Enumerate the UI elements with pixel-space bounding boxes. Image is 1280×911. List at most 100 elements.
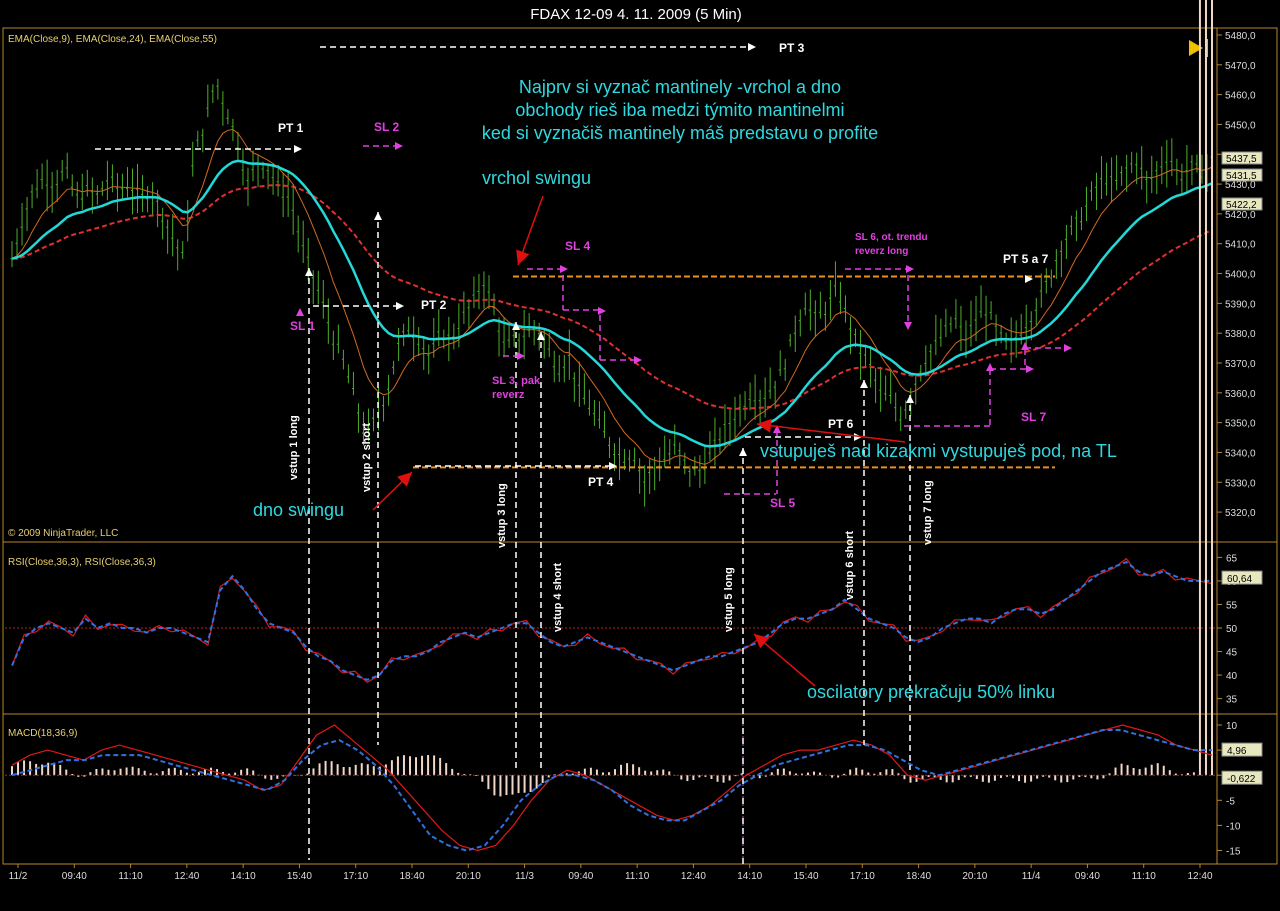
price-tick-label: 5420,0 <box>1225 210 1256 221</box>
sl5-label: SL 5 <box>770 496 795 510</box>
sl7-label: SL 7 <box>1021 410 1046 424</box>
price-tick-label: 5470,0 <box>1225 61 1256 72</box>
price-plot: 5320,0 5330,0 5340,0 5350,0 5360,0 5370,0 5380… <box>10 31 1263 519</box>
sl7-arrow <box>986 363 994 371</box>
pt4-arrow <box>609 462 617 470</box>
macd-last-value-box <box>1221 742 1263 757</box>
price-last-value: 5431,5 <box>1226 171 1257 182</box>
time-tick-label: 11:10 <box>625 871 650 882</box>
price-last-value: 5422,2 <box>1226 200 1257 211</box>
price-tick-label: 5480,0 <box>1225 31 1256 42</box>
pt2-label: PT 2 <box>421 298 447 312</box>
price-tick-label: 5460,0 <box>1225 91 1256 102</box>
price-last-value: 5437,5 <box>1226 154 1257 165</box>
time-tick-label: 11:10 <box>118 871 143 882</box>
sl4-arrow <box>560 265 568 273</box>
trade-annotations: vstup 1 long vstup 2 short vstup 3 long vst… <box>95 41 1072 865</box>
pt57-arrow <box>1025 275 1033 283</box>
rsi-tick-label: 45 <box>1226 648 1238 659</box>
macd-tick-label: -15 <box>1226 846 1241 857</box>
price-tick-label: 5350,0 <box>1225 419 1256 430</box>
pt2-arrow <box>396 302 404 310</box>
rsi-tick-label: 65 <box>1226 553 1238 564</box>
entry-arrow <box>374 212 382 220</box>
rsi-tick-label: 40 <box>1226 671 1238 682</box>
sl4-arrow-3 <box>634 356 642 364</box>
macd-plot: -15-10-505104,96-0,622 <box>5 0 1263 857</box>
price-tick-label: 5430,0 <box>1225 180 1256 191</box>
swing-bottom-pointer-head <box>397 472 412 487</box>
entry-3-label: vstup 3 long <box>496 483 508 548</box>
note-swing-top: vrchol swingu <box>482 168 591 188</box>
time-tick-label: 09:40 <box>62 871 87 882</box>
price-last-value-box <box>1221 151 1263 165</box>
entry-6-label: vstup 6 short <box>844 531 856 600</box>
price-tick-label: 5400,0 <box>1225 270 1256 281</box>
entry-arrow <box>739 448 747 456</box>
pt3-arrow <box>748 43 756 51</box>
macd-last-value: -0,622 <box>1227 774 1256 785</box>
time-tick-label: 11/3 <box>515 871 534 882</box>
macd-panel[interactable] <box>2 713 1278 865</box>
sl4-arrow-2 <box>598 307 606 315</box>
entries-pointer <box>756 423 906 443</box>
pt3-label: PT 3 <box>779 41 805 55</box>
sl7-arrow-3 <box>1021 342 1029 350</box>
sl6-arrow-2 <box>904 322 912 330</box>
sl7-arrow-4 <box>1064 344 1072 352</box>
note-line-1: Najprv si vyznač mantinely -vrchol a dno <box>519 77 841 97</box>
entry-5-label: vstup 5 long <box>723 567 735 632</box>
time-tick-label: 09:40 <box>568 871 593 882</box>
sl5-arrow <box>773 425 781 433</box>
pt4-label: PT 4 <box>588 475 614 489</box>
swing-top-pointer-head <box>516 249 530 265</box>
note-entries: vstupuješ nad kizakmi vystupuješ pod, na… <box>760 441 1117 461</box>
price-last-value-box <box>1221 168 1263 182</box>
price-tick-label: 5390,0 <box>1225 299 1256 310</box>
entry-7-label: vstup 7 long <box>922 480 934 545</box>
time-tick-label: 20:10 <box>962 871 987 882</box>
ema9-line <box>11 128 1213 465</box>
rsi-panel-label: RSI(Close,36,3), RSI(Close,36,3) <box>8 557 156 568</box>
price-tick-label: 5320,0 <box>1225 508 1256 519</box>
sl6-label-2: reverz long <box>855 246 908 257</box>
macd-line <box>11 724 1213 852</box>
time-tick-label: 18:40 <box>399 871 424 882</box>
rsi-tick-label: 55 <box>1226 600 1238 611</box>
sl6-arrow <box>906 265 914 273</box>
entry-arrow <box>537 332 545 340</box>
price-tick-label: 5410,0 <box>1225 240 1256 251</box>
time-tick-label: 20:10 <box>456 871 481 882</box>
time-tick-label: 15:40 <box>793 871 818 882</box>
time-tick-label: 14:10 <box>737 871 762 882</box>
price-tick-label: 5330,0 <box>1225 478 1256 489</box>
note-swing-bottom: dno swingu <box>253 500 344 520</box>
price-tick-label: 5380,0 <box>1225 329 1256 340</box>
sl4-label: SL 4 <box>565 239 590 253</box>
rsi-line <box>11 557 1213 684</box>
time-tick-label: 11/4 <box>1022 871 1041 882</box>
entry-1-label: vstup 1 long <box>288 415 300 480</box>
price-tick-label: 5370,0 <box>1225 359 1256 370</box>
pt6-label: PT 6 <box>828 417 854 431</box>
macd-last-value: 4,96 <box>1227 746 1247 757</box>
macd-signal-line <box>11 729 1212 852</box>
entry-arrow <box>512 322 520 330</box>
rsi-signal-line <box>11 560 1212 681</box>
time-tick-label: 14:10 <box>231 871 256 882</box>
note-line-3: ked si vyznačiš mantinely máš predstavu … <box>482 123 878 143</box>
price-tick-label: 5340,0 <box>1225 448 1256 459</box>
ema55-line <box>11 184 1213 410</box>
sl2-arrow <box>395 142 403 150</box>
sl2-label: SL 2 <box>374 120 399 134</box>
rsi-tick-label: 35 <box>1226 695 1238 706</box>
copyright: © 2009 NinjaTrader, LLC <box>8 528 118 539</box>
entry-arrow <box>305 268 313 276</box>
time-tick-label: 17:10 <box>343 871 368 882</box>
macd-tick-label: -5 <box>1226 796 1235 807</box>
time-tick-label: 09:40 <box>1075 871 1100 882</box>
macd-tick-label: -10 <box>1226 821 1241 832</box>
time-tick-label: 11:10 <box>1132 871 1157 882</box>
